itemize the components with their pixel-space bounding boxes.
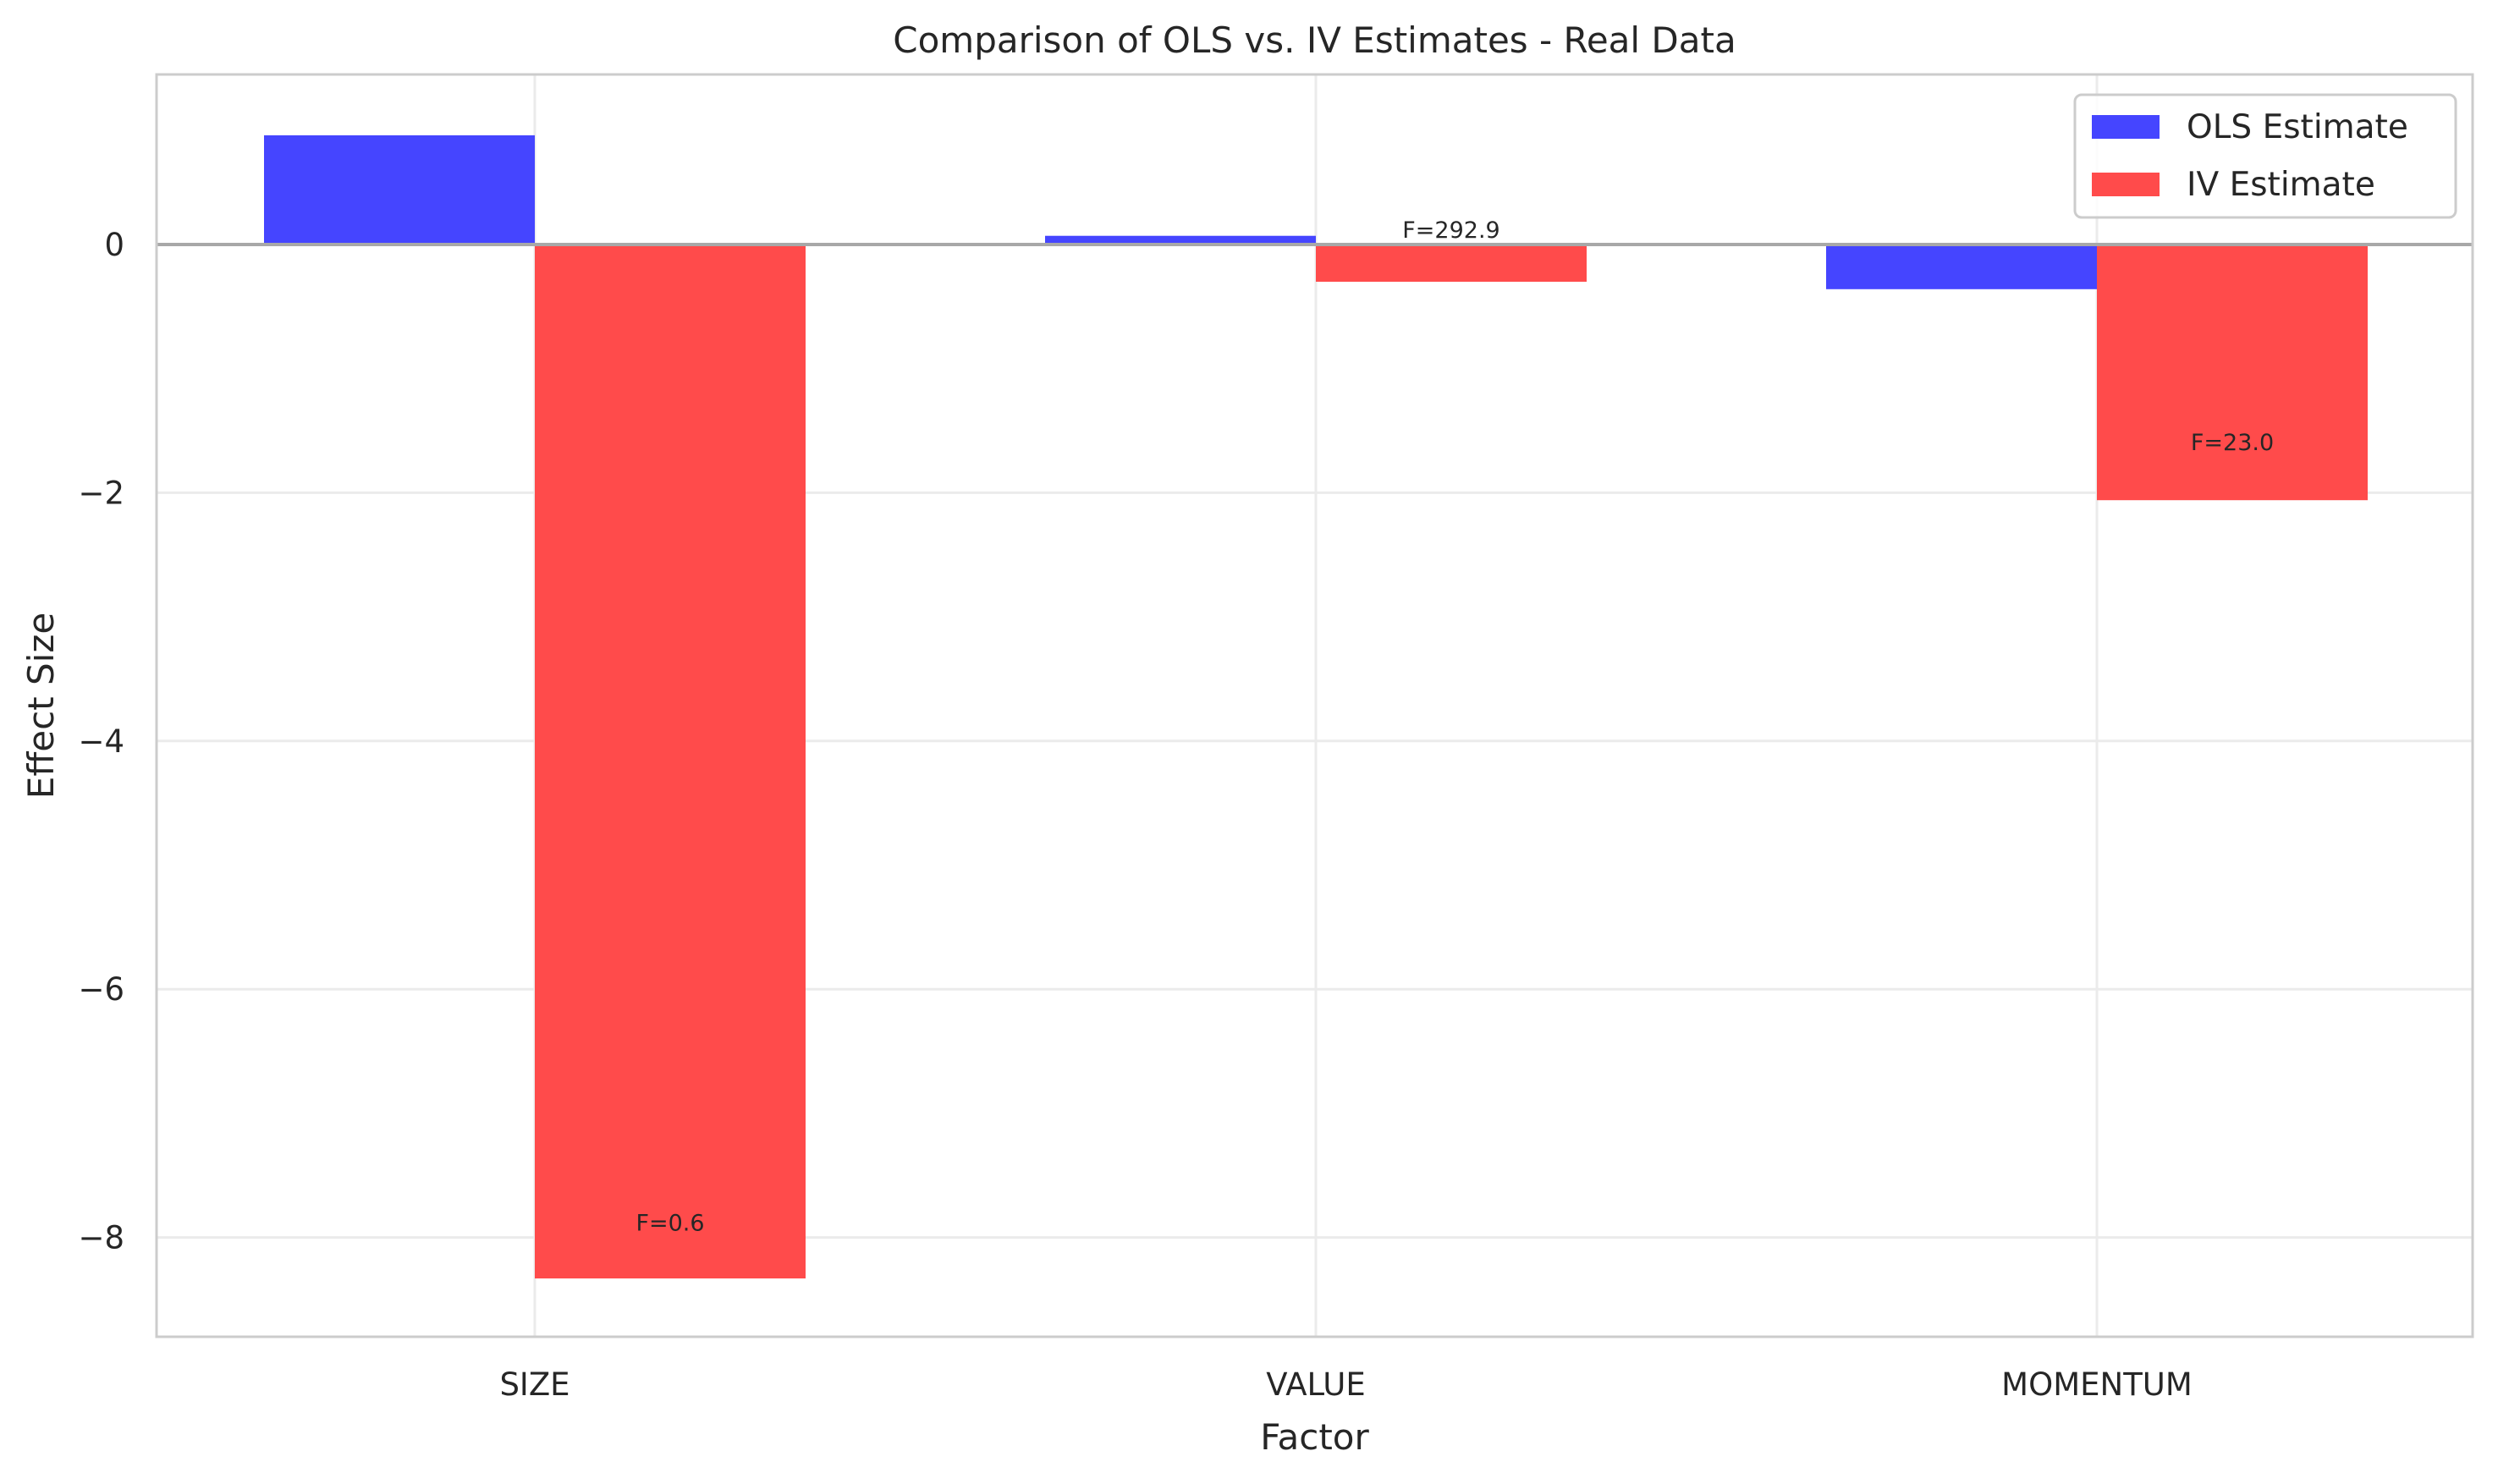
- bar-label-value: F=292.9: [1402, 217, 1499, 244]
- bars-group: [264, 135, 2368, 1279]
- legend-label-iv: IV Estimate: [2187, 166, 2375, 204]
- y-tick-label: −2: [78, 475, 124, 511]
- y-axis-title: Effect Size: [20, 613, 62, 799]
- ols-bar-momentum: [1826, 244, 2097, 289]
- x-tick-label-momentum: MOMENTUM: [2001, 1366, 2193, 1403]
- legend-swatch-iv: [2092, 173, 2160, 196]
- x-axis-title: Factor: [1260, 1416, 1369, 1458]
- legend-label-ols: OLS Estimate: [2187, 108, 2408, 146]
- x-tick-label-size: SIZE: [499, 1366, 569, 1403]
- y-tick-label: 0: [104, 227, 124, 263]
- ols-bar-size: [264, 135, 535, 245]
- y-tick-label: −4: [78, 723, 124, 760]
- bar-labels-group: F=0.6 F=292.9 F=23.0: [636, 217, 2274, 1237]
- bar-label-momentum: F=23.0: [2191, 430, 2274, 456]
- y-axis-ticks: 0 −2 −4 −6 −8: [78, 227, 124, 1256]
- chart-title: Comparison of OLS vs. IV Estimates - Rea…: [893, 19, 1736, 61]
- iv-bar-size: [535, 244, 806, 1279]
- x-tick-label-value: VALUE: [1266, 1366, 1366, 1403]
- y-tick-label: −6: [78, 971, 124, 1008]
- x-axis-ticks: SIZE VALUE MOMENTUM: [499, 1366, 2192, 1403]
- iv-bar-value: [1316, 244, 1587, 282]
- legend: OLS Estimate IV Estimate: [2073, 93, 2457, 219]
- y-tick-label: −8: [78, 1220, 124, 1256]
- iv-bar-momentum: [2097, 244, 2368, 501]
- ols-bar-value: [1045, 235, 1316, 245]
- legend-swatch-ols: [2092, 115, 2160, 139]
- plot-frame: [155, 73, 2474, 1338]
- bar-label-size: F=0.6: [636, 1211, 704, 1237]
- legend-frame: [2073, 93, 2457, 219]
